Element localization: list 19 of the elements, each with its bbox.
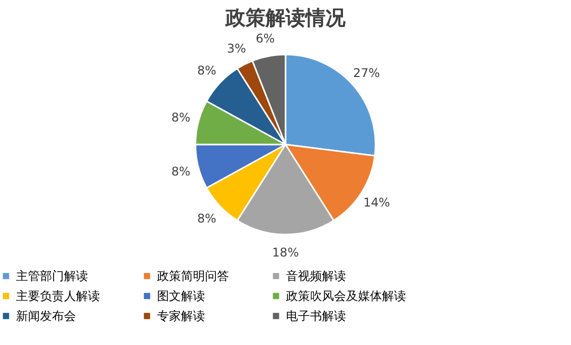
legend-label: 主管部门解读 xyxy=(16,269,88,284)
data-label: 8% xyxy=(171,110,190,125)
legend-label: 电子书解读 xyxy=(286,309,346,323)
chart-title: 政策解读情况 xyxy=(224,5,346,30)
legend-label: 政策吹风会及媒体解读 xyxy=(286,289,406,303)
legend-label: 主要负责人解读 xyxy=(16,289,100,303)
data-label: 18% xyxy=(272,246,299,260)
legend-label: 图文解读 xyxy=(157,289,205,303)
legend-label: 新闻发布会 xyxy=(16,309,76,323)
legend-label: 专家解读 xyxy=(157,309,205,323)
legend-label: 政策简明问答 xyxy=(157,269,229,284)
data-label: 27% xyxy=(353,66,380,80)
data-label: 6% xyxy=(256,31,275,46)
legend-label: 音视频解读 xyxy=(286,269,346,284)
data-label: 14% xyxy=(363,195,390,210)
data-label: 8% xyxy=(197,64,216,78)
data-label: 8% xyxy=(171,164,190,178)
data-label: 8% xyxy=(197,211,216,226)
data-label: 3% xyxy=(226,41,246,56)
